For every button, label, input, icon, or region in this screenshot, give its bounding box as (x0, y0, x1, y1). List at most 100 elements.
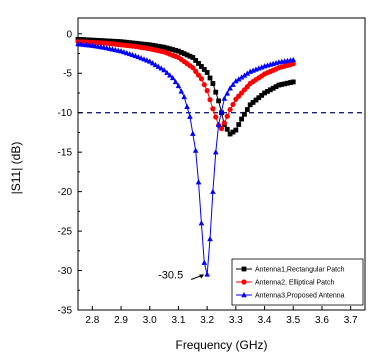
data-point-square (147, 42, 153, 48)
data-point-circle (190, 65, 196, 71)
data-point-circle (195, 72, 202, 78)
data-point-triangle (198, 220, 205, 226)
data-point-square (253, 97, 259, 103)
data-point-square (287, 80, 293, 85)
x-tick-label: 3.1 (171, 315, 185, 326)
x-tick-label: 3.7 (344, 315, 358, 326)
y-tick-label: -10 (58, 108, 73, 119)
data-point-square (199, 64, 204, 69)
x-tick-label: 3.0 (143, 315, 157, 326)
x-tick-label: 3.2 (200, 315, 214, 326)
data-point-square (236, 122, 242, 127)
data-point-triangle (195, 179, 202, 185)
data-point-square (239, 116, 244, 122)
legend-entry-label: Antenna3,Proposed Antenna (255, 293, 345, 300)
data-point-circle (224, 113, 230, 119)
data-point-triangle (181, 93, 187, 100)
data-point-circle (230, 101, 236, 108)
annotation-group: -30.5 (158, 269, 205, 281)
data-point-square (282, 81, 288, 87)
series-1 (75, 36, 296, 137)
data-point-square (230, 129, 236, 135)
data-point-triangle (227, 85, 233, 91)
data-point-circle (227, 106, 233, 113)
data-point-square (158, 44, 164, 50)
data-point-circle (201, 82, 207, 88)
series-group (75, 36, 297, 277)
data-point-square (173, 47, 178, 53)
data-point-circle (241, 279, 247, 285)
data-point-triangle (210, 188, 216, 194)
y-tick-label: -25 (58, 227, 73, 238)
data-point-square (259, 92, 265, 98)
data-point-triangle (204, 271, 210, 277)
data-point-triangle (244, 70, 251, 76)
data-point-square (121, 39, 127, 45)
data-point-triangle (201, 259, 208, 265)
data-point-circle (218, 125, 225, 132)
data-point-square (190, 55, 196, 60)
data-point-square (144, 42, 150, 47)
data-point-square (138, 41, 144, 47)
data-point-square (164, 45, 170, 51)
data-point-triangle (192, 147, 199, 153)
x-tick-label: 2.9 (114, 315, 128, 326)
legend-entry-label: Antenna2, Elliptical Patch (255, 280, 334, 287)
data-point-square (224, 126, 230, 132)
data-point-square (155, 43, 161, 49)
data-point-triangle (161, 67, 167, 73)
data-point-square (187, 53, 193, 59)
data-point-triangle (230, 81, 236, 87)
data-point-triangle (172, 78, 179, 85)
data-point-circle (204, 88, 210, 94)
legend-entry-label: Antenna1,Rectangular Patch (255, 267, 345, 274)
y-tick-label: -15 (58, 148, 73, 159)
data-point-triangle (241, 72, 248, 78)
data-point-square (241, 266, 247, 272)
y-tick-label: -30 (58, 266, 73, 277)
y-tick-label: -5 (63, 69, 72, 80)
data-point-triangle (207, 235, 213, 242)
data-point-square (210, 81, 216, 86)
data-point-circle (221, 120, 227, 126)
data-point-square (244, 107, 250, 112)
annotation-arrowhead (199, 274, 205, 279)
y-axis: 0 -5 -10 -15 -20 -25 -30 -35 (58, 29, 82, 317)
data-point-triangle (164, 69, 170, 75)
data-point-square (133, 40, 138, 46)
data-point-triangle (169, 74, 176, 81)
data-point-triangle (235, 76, 242, 82)
series-3 (75, 41, 297, 277)
data-point-square (184, 52, 190, 58)
data-point-square (115, 39, 121, 44)
data-point-square (135, 41, 141, 46)
data-point-square (170, 47, 176, 52)
data-point-square (227, 131, 233, 137)
data-point-triangle (152, 61, 159, 68)
data-point-circle (213, 114, 219, 120)
data-point-square (279, 82, 285, 87)
data-point-square (242, 111, 247, 117)
data-point-triangle (290, 56, 297, 63)
x-tick-label: 3.3 (229, 315, 243, 326)
data-point-triangle (215, 121, 222, 127)
y-axis-title: |S11| (dB) (9, 142, 23, 195)
data-point-square (265, 88, 270, 94)
data-point-square (141, 41, 147, 47)
series-2 (75, 39, 296, 132)
plot-frame (77, 17, 366, 311)
data-point-square (204, 70, 210, 75)
data-point-triangle (241, 292, 247, 298)
data-point-circle (198, 76, 205, 82)
data-point-square (161, 44, 167, 50)
data-point-square (262, 90, 267, 96)
data-point-square (216, 98, 222, 104)
data-point-triangle (238, 74, 245, 80)
data-point-square (285, 80, 290, 86)
data-point-square (256, 95, 262, 101)
data-point-square (207, 75, 213, 81)
data-point-square (250, 100, 256, 105)
data-point-square (110, 38, 115, 44)
x-tick-label: 3.5 (286, 315, 300, 326)
